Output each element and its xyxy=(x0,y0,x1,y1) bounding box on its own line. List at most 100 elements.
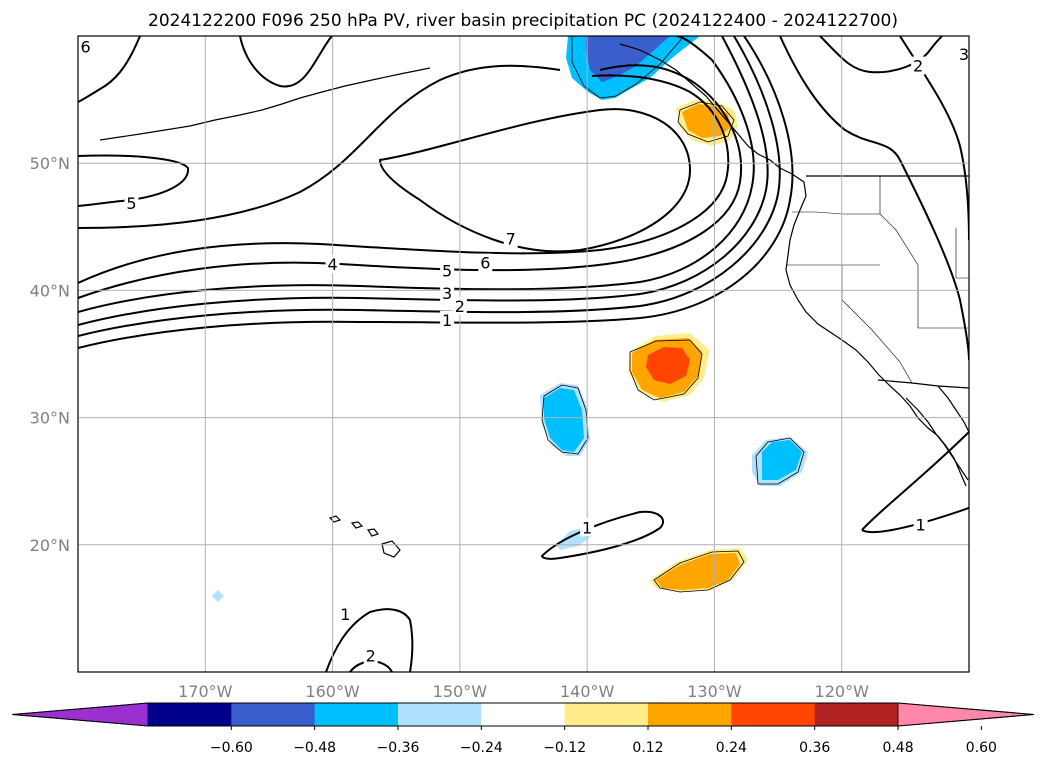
contour-label: 2 xyxy=(913,57,923,76)
lat-tick-label: 20°N xyxy=(30,536,70,555)
border-nv-az xyxy=(917,265,969,329)
contour-2-right xyxy=(779,36,969,361)
contour-1-right-lower xyxy=(861,507,969,534)
contour-upper-left xyxy=(78,36,141,103)
contour-label-bg xyxy=(440,284,455,303)
contour-upper-left-2 xyxy=(239,36,333,88)
contour-label: 1 xyxy=(916,516,926,535)
colorbar-tick-label: 0.48 xyxy=(882,740,913,756)
precip-outline-mid-pacific xyxy=(541,384,589,455)
contour-label: 1 xyxy=(442,311,452,330)
colorbar-tick-label: −0.36 xyxy=(377,740,420,756)
contour-7-closed xyxy=(378,108,692,253)
colorbar-segment xyxy=(231,703,316,726)
coastline-alaska-peninsula xyxy=(99,67,431,141)
contour-label-bg xyxy=(478,253,493,272)
chart-title: 2024122200 F096 250 hPa PV, river basin … xyxy=(148,11,898,31)
contour-upper-right-2 xyxy=(819,36,943,74)
island-3 xyxy=(366,528,380,537)
precip-shading xyxy=(212,36,808,602)
contour-label: 2 xyxy=(366,647,376,666)
contour-label-bg xyxy=(911,56,926,75)
lat-tick-label: 50°N xyxy=(30,154,70,173)
contour-label: 1 xyxy=(340,605,350,624)
colorbar-segment xyxy=(147,703,232,726)
colorbar-tick-label: 0.24 xyxy=(716,740,747,756)
lon-tick-label: 140°W xyxy=(560,682,615,701)
colorbar-tick-label: 0.60 xyxy=(966,740,997,756)
border-wa-or xyxy=(792,211,880,215)
contour-label-bg xyxy=(913,515,928,534)
contour-2-main xyxy=(78,36,781,337)
colorbar-segment xyxy=(731,703,816,726)
map-frame xyxy=(77,35,970,673)
colorbar-tick-label: −0.24 xyxy=(460,740,503,756)
colorbar-segment xyxy=(397,703,482,726)
contour-label: 6 xyxy=(81,37,91,56)
colorbar-tick-label: 0.36 xyxy=(799,740,830,756)
precip-region-small-dot xyxy=(212,590,224,602)
contour-5-west xyxy=(78,154,190,207)
contour-label-bg xyxy=(956,45,969,64)
border-id-mt xyxy=(879,176,919,266)
colorbar-tick-label: −0.48 xyxy=(293,740,336,756)
contour-4-main xyxy=(78,36,755,313)
precip-outline-bc xyxy=(677,101,735,143)
colorbar-extend-max xyxy=(897,702,1035,727)
contour-6-main xyxy=(78,74,730,284)
contour-label-bg xyxy=(503,229,518,248)
precip-outline-subtropical xyxy=(629,339,703,401)
precip-region-alaska-strong-negative xyxy=(586,36,670,82)
lon-tick-label: 130°W xyxy=(687,682,742,701)
map-background xyxy=(78,36,969,672)
lat-tick-label: 30°N xyxy=(30,409,70,428)
border-us-mexico xyxy=(877,379,969,389)
grid-lon-lines xyxy=(204,36,843,672)
contour-label: 4 xyxy=(327,255,337,274)
colorbar-segment xyxy=(564,703,649,726)
contour-label-bg xyxy=(78,37,93,56)
precip-outlines xyxy=(541,36,805,593)
contour-1-bottom xyxy=(325,608,414,672)
contour-label: 3 xyxy=(442,284,452,303)
colorbar-segment xyxy=(648,703,732,726)
contour-label-bg xyxy=(325,254,340,273)
contour-5-main xyxy=(78,64,743,299)
contour-label: 3 xyxy=(959,45,969,64)
contour-4-upper xyxy=(78,64,561,229)
lon-tick-label: 160°W xyxy=(305,682,360,701)
precip-region-east-pacific-negative xyxy=(762,440,802,480)
coastline-baja-inner xyxy=(905,397,969,481)
colorbar-tick-label: −0.12 xyxy=(543,740,586,756)
island-big xyxy=(381,540,401,558)
contour-label: 6 xyxy=(480,254,490,273)
lat-tick-label: 40°N xyxy=(30,281,70,300)
precip-region-sub-tropical-strong-positive xyxy=(646,347,690,384)
precip-region-tropical-positive xyxy=(656,553,740,590)
precip-region-mid-pacific-negative xyxy=(544,388,584,452)
contour-label-bg xyxy=(452,296,467,315)
border-mt-wy xyxy=(955,228,969,279)
precip-region-bc-positive xyxy=(682,104,730,138)
colorbar-segment xyxy=(314,703,399,726)
contour-1-right xyxy=(861,431,969,531)
lon-tick-label: 120°W xyxy=(815,682,870,701)
precip-outline-tropical xyxy=(653,550,745,593)
colorbar-extend-min xyxy=(11,702,149,727)
colorbar-tick-label: 0.12 xyxy=(632,740,663,756)
grid-lat-lines xyxy=(78,162,969,546)
lat-tick-labels: 20°N 30°N 40°N 50°N xyxy=(30,154,70,555)
lon-tick-label: 170°W xyxy=(178,682,233,701)
contour-2-bottom xyxy=(349,660,393,672)
contour-label: 5 xyxy=(442,261,452,280)
colorbar-segment xyxy=(814,703,899,726)
contour-label-bg xyxy=(580,518,595,537)
contour-label: 7 xyxy=(506,230,516,249)
island-2 xyxy=(350,521,364,529)
contour-label-bg xyxy=(338,604,353,623)
graticule xyxy=(78,36,969,672)
contour-1-main xyxy=(78,36,794,349)
colorbar: −0.60 −0.48 −0.36 −0.24 −0.12 0.12 0.24 0.36 0.4… xyxy=(11,702,1035,756)
